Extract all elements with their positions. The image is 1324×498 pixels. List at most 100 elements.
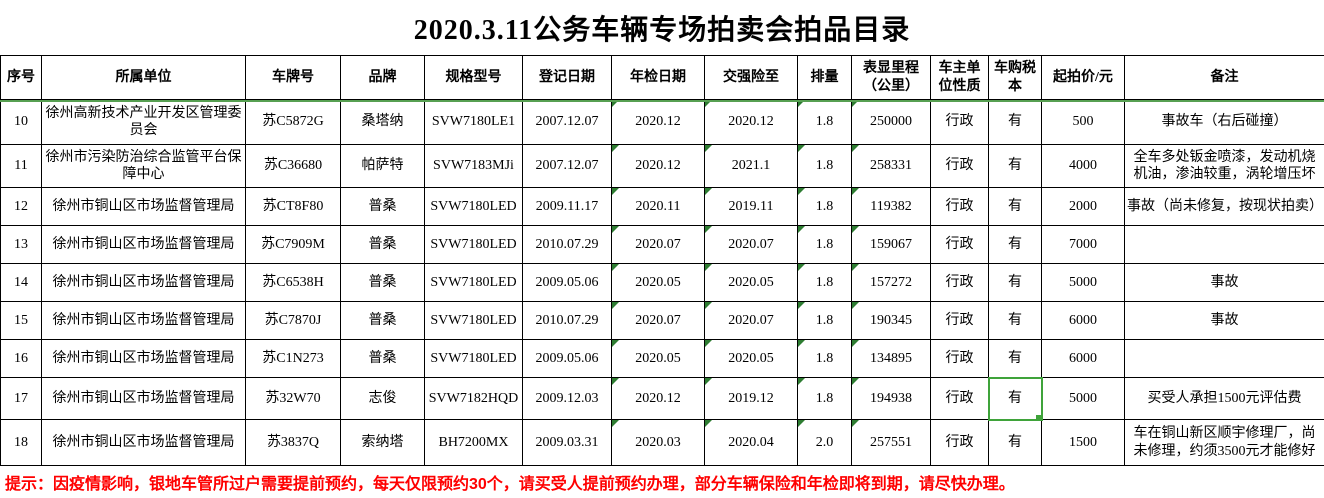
cell-row11-col9[interactable]: 1.8 (797, 144, 852, 188)
cell-row13-col7[interactable]: 2020.07 (611, 225, 705, 264)
cell-row10-col4[interactable]: 桑塔纳 (340, 99, 425, 145)
cell-row16-col1[interactable]: 16 (0, 339, 42, 378)
cell-row13-col4[interactable]: 普桑 (340, 225, 425, 264)
cell-row10-col1[interactable]: 10 (0, 99, 42, 145)
column-header-3[interactable]: 车牌号 (245, 55, 341, 100)
cell-row11-col1[interactable]: 11 (0, 144, 42, 188)
cell-row17-col3[interactable]: 苏32W70 (245, 377, 341, 420)
cell-row14-col6[interactable]: 2009.05.06 (522, 263, 612, 302)
column-header-1[interactable]: 序号 (0, 55, 42, 100)
cell-row12-col10[interactable]: 119382 (851, 187, 931, 226)
cell-row16-col14[interactable] (1124, 339, 1324, 378)
cell-row10-col9[interactable]: 1.8 (797, 99, 852, 145)
cell-row16-col10[interactable]: 134895 (851, 339, 931, 378)
cell-row13-col3[interactable]: 苏C7909M (245, 225, 341, 264)
cell-row15-col1[interactable]: 15 (0, 301, 42, 340)
cell-row13-col1[interactable]: 13 (0, 225, 42, 264)
cell-row18-col8[interactable]: 2020.04 (704, 419, 798, 466)
column-header-12[interactable]: 车购税本 (988, 55, 1042, 100)
cell-row10-col3[interactable]: 苏C5872G (245, 99, 341, 145)
cell-row16-col13[interactable]: 6000 (1041, 339, 1125, 378)
cell-row12-col12[interactable]: 有 (988, 187, 1042, 226)
cell-row17-col14[interactable]: 买受人承担1500元评估费 (1124, 377, 1324, 420)
cell-row11-col11[interactable]: 行政 (930, 144, 989, 188)
cell-row10-col6[interactable]: 2007.12.07 (522, 99, 612, 145)
cell-row16-col5[interactable]: SVW7180LED (424, 339, 523, 378)
cell-row12-col14[interactable]: 事故（尚未修复，按现状拍卖） (1124, 187, 1324, 226)
cell-row16-col8[interactable]: 2020.05 (704, 339, 798, 378)
cell-row14-col14[interactable]: 事故 (1124, 263, 1324, 302)
cell-row11-col8[interactable]: 2021.1 (704, 144, 798, 188)
cell-row11-col3[interactable]: 苏C36680 (245, 144, 341, 188)
cell-row15-col10[interactable]: 190345 (851, 301, 931, 340)
column-header-8[interactable]: 交强险至 (704, 55, 798, 100)
cell-row11-col10[interactable]: 258331 (851, 144, 931, 188)
cell-row18-col12[interactable]: 有 (988, 419, 1042, 466)
cell-row12-col1[interactable]: 12 (0, 187, 42, 226)
cell-row15-col4[interactable]: 普桑 (340, 301, 425, 340)
cell-row15-col13[interactable]: 6000 (1041, 301, 1125, 340)
cell-row18-col9[interactable]: 2.0 (797, 419, 852, 466)
cell-row11-col7[interactable]: 2020.12 (611, 144, 705, 188)
cell-row18-col4[interactable]: 索纳塔 (340, 419, 425, 466)
cell-row14-col7[interactable]: 2020.05 (611, 263, 705, 302)
cell-row12-col7[interactable]: 2020.11 (611, 187, 705, 226)
cell-row18-col6[interactable]: 2009.03.31 (522, 419, 612, 466)
cell-row14-col8[interactable]: 2020.05 (704, 263, 798, 302)
cell-row17-col10[interactable]: 194938 (851, 377, 931, 420)
cell-row15-col5[interactable]: SVW7180LED (424, 301, 523, 340)
cell-row11-col5[interactable]: SVW7183MJi (424, 144, 523, 188)
column-header-5[interactable]: 规格型号 (424, 55, 523, 100)
cell-row12-col6[interactable]: 2009.11.17 (522, 187, 612, 226)
cell-row13-col12[interactable]: 有 (988, 225, 1042, 264)
column-header-6[interactable]: 登记日期 (522, 55, 612, 100)
cell-row11-col4[interactable]: 帕萨特 (340, 144, 425, 188)
cell-row14-col9[interactable]: 1.8 (797, 263, 852, 302)
cell-row17-col2[interactable]: 徐州市铜山区市场监督管理局 (41, 377, 246, 420)
cell-row10-col8[interactable]: 2020.12 (704, 99, 798, 145)
cell-row17-col5[interactable]: SVW7182HQD (424, 377, 523, 420)
cell-row12-col4[interactable]: 普桑 (340, 187, 425, 226)
cell-row18-col2[interactable]: 徐州市铜山区市场监督管理局 (41, 419, 246, 466)
cell-row14-col13[interactable]: 5000 (1041, 263, 1125, 302)
cell-row16-col6[interactable]: 2009.05.06 (522, 339, 612, 378)
cell-row13-col14[interactable] (1124, 225, 1324, 264)
cell-row15-col6[interactable]: 2010.07.29 (522, 301, 612, 340)
selected-cell[interactable]: 有 (987, 376, 1043, 421)
cell-row18-col3[interactable]: 苏3837Q (245, 419, 341, 466)
cell-row17-col4[interactable]: 志俊 (340, 377, 425, 420)
cell-row14-col3[interactable]: 苏C6538H (245, 263, 341, 302)
cell-row16-col9[interactable]: 1.8 (797, 339, 852, 378)
column-header-7[interactable]: 年检日期 (611, 55, 705, 100)
column-header-4[interactable]: 品牌 (340, 55, 425, 100)
cell-row15-col2[interactable]: 徐州市铜山区市场监督管理局 (41, 301, 246, 340)
cell-row12-col2[interactable]: 徐州市铜山区市场监督管理局 (41, 187, 246, 226)
cell-row14-col2[interactable]: 徐州市铜山区市场监督管理局 (41, 263, 246, 302)
cell-row10-col13[interactable]: 500 (1041, 99, 1125, 145)
cell-row15-col11[interactable]: 行政 (930, 301, 989, 340)
cell-row17-col7[interactable]: 2020.12 (611, 377, 705, 420)
cell-row18-col7[interactable]: 2020.03 (611, 419, 705, 466)
cell-row15-col14[interactable]: 事故 (1124, 301, 1324, 340)
cell-row11-col12[interactable]: 有 (988, 144, 1042, 188)
cell-row11-col2[interactable]: 徐州市污染防治综合监管平台保障中心 (41, 144, 246, 188)
cell-row16-col4[interactable]: 普桑 (340, 339, 425, 378)
cell-row13-col2[interactable]: 徐州市铜山区市场监督管理局 (41, 225, 246, 264)
cell-row11-col6[interactable]: 2007.12.07 (522, 144, 612, 188)
fill-handle[interactable] (1035, 414, 1041, 419)
cell-row13-col11[interactable]: 行政 (930, 225, 989, 264)
cell-row14-col1[interactable]: 14 (0, 263, 42, 302)
cell-row17-col1[interactable]: 17 (0, 377, 42, 420)
column-header-13[interactable]: 起拍价/元 (1041, 55, 1125, 100)
cell-row15-col12[interactable]: 有 (988, 301, 1042, 340)
cell-row18-col13[interactable]: 1500 (1041, 419, 1125, 466)
cell-row12-col9[interactable]: 1.8 (797, 187, 852, 226)
cell-row18-col11[interactable]: 行政 (930, 419, 989, 466)
cell-row14-col12[interactable]: 有 (988, 263, 1042, 302)
cell-row15-col9[interactable]: 1.8 (797, 301, 852, 340)
cell-row10-col12[interactable]: 有 (988, 99, 1042, 145)
cell-row12-col3[interactable]: 苏CT8F80 (245, 187, 341, 226)
column-header-9[interactable]: 排量 (797, 55, 852, 100)
cell-row13-col13[interactable]: 7000 (1041, 225, 1125, 264)
cell-row13-col10[interactable]: 159067 (851, 225, 931, 264)
